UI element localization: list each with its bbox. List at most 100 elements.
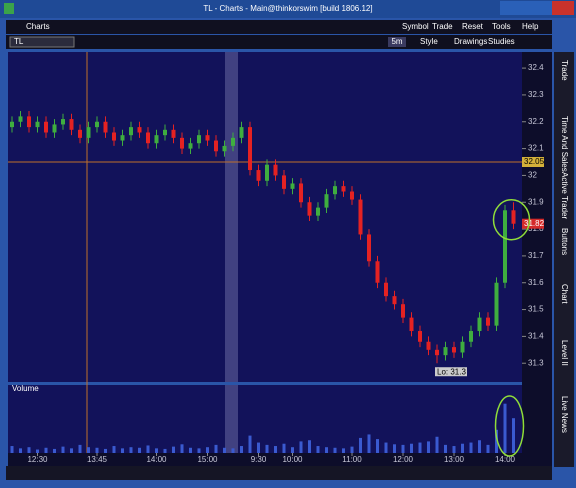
candle-body <box>146 132 150 144</box>
side-tab[interactable]: Trade <box>560 60 569 81</box>
candle-body <box>44 121 48 133</box>
candle-body <box>307 202 312 216</box>
tab[interactable]: Charts <box>26 22 50 31</box>
candle-body <box>197 135 201 144</box>
volume-bar <box>95 447 99 453</box>
side-tab[interactable]: Level II <box>560 340 569 366</box>
volume-bar <box>44 447 48 453</box>
menu-item[interactable]: Trade <box>432 22 453 31</box>
volume-bar <box>367 434 371 453</box>
candle-body <box>112 132 116 141</box>
candle-body <box>256 170 261 181</box>
volume-bar <box>308 440 311 453</box>
symbol-box[interactable] <box>9 36 75 48</box>
volume-bar <box>376 439 379 453</box>
candle-body <box>367 234 371 262</box>
volume-bar <box>401 444 405 453</box>
volume-bar <box>214 444 218 453</box>
candle-body <box>180 137 184 149</box>
candle-body <box>69 119 74 130</box>
volume-bar <box>27 447 31 453</box>
highlight-circle <box>494 395 525 457</box>
toolbar <box>6 35 552 49</box>
candle-body <box>129 127 133 136</box>
volume-bar <box>231 448 235 453</box>
low-tag <box>435 367 467 377</box>
candle-body <box>316 207 320 216</box>
x-tick-label: 12:30 <box>27 455 48 464</box>
minimize[interactable] <box>500 1 526 15</box>
volume-bar <box>427 441 430 453</box>
x-tick-label: 13:45 <box>87 455 108 464</box>
volume-bar <box>299 441 303 453</box>
candle-body <box>18 116 23 122</box>
candle-body <box>120 135 125 141</box>
toolbar-button[interactable]: Studies <box>488 37 515 46</box>
volume-bar <box>155 448 158 453</box>
last-price-tag <box>522 218 544 229</box>
volume-bar <box>282 443 286 453</box>
volume-bar <box>393 444 396 453</box>
candle-body <box>375 261 380 283</box>
side-tab[interactable]: Active Trader <box>560 172 569 219</box>
menu-item[interactable]: Help <box>522 22 539 31</box>
close[interactable] <box>552 1 574 15</box>
x-tick-label: 9:30 <box>251 455 267 464</box>
highlight-circle <box>492 198 531 241</box>
menu-item[interactable]: Tools <box>492 22 511 31</box>
candle-body <box>426 341 431 350</box>
volume-bar <box>87 447 90 453</box>
session-break <box>225 52 238 382</box>
candle-body <box>469 331 473 342</box>
time-axis <box>8 453 522 466</box>
volume-bar <box>512 418 515 453</box>
side-tab[interactable]: Buttons <box>560 228 569 255</box>
toolbar-button[interactable]: Style <box>420 37 438 46</box>
candle-body <box>282 175 286 189</box>
volume-bar <box>129 447 133 453</box>
candle-body <box>154 135 159 144</box>
candle-body <box>392 296 397 305</box>
volume-bar <box>461 443 464 453</box>
y-tick-label: 31.9 <box>528 197 544 206</box>
volume-title: Volume <box>12 384 39 393</box>
x-tick-label: 14:00 <box>495 455 516 464</box>
candle-body <box>273 164 278 176</box>
toolbar-button[interactable]: Drawings <box>454 37 487 46</box>
maximize[interactable] <box>526 1 552 15</box>
x-tick-label: 12:00 <box>393 455 414 464</box>
candle-body <box>290 183 295 189</box>
y-tick-label: 32.4 <box>528 63 544 72</box>
price-pane <box>8 52 522 382</box>
volume-bar <box>291 447 294 453</box>
side-tab[interactable]: Chart <box>560 284 569 304</box>
candle-body <box>137 127 142 133</box>
x-tick-label: 13:00 <box>444 455 465 464</box>
menu-item[interactable]: Reset <box>462 22 484 31</box>
volume-bar <box>350 446 354 453</box>
candle-body <box>486 317 490 326</box>
candle-body <box>511 210 516 224</box>
side-tab[interactable]: Live News <box>560 396 569 433</box>
volume-bar <box>316 446 320 453</box>
candle-body <box>324 194 329 208</box>
candle-body <box>231 137 235 146</box>
volume-bar <box>70 448 73 453</box>
candle-body <box>299 183 303 203</box>
candle-body <box>52 124 57 133</box>
y-tick-label: 32.1 <box>528 144 544 153</box>
side-tab[interactable]: Time And Sales <box>560 116 569 172</box>
volume-bar <box>180 444 184 453</box>
period-box[interactable] <box>388 37 406 47</box>
candle-body <box>452 347 456 353</box>
last-price-label: 31.82 <box>524 219 545 228</box>
volume-bar <box>163 448 167 453</box>
menu-item[interactable]: Symbol <box>402 22 429 31</box>
candle-body <box>205 135 210 141</box>
candle-body <box>418 331 422 342</box>
y-tick-label: 31.7 <box>528 251 544 260</box>
title-bar <box>0 0 576 18</box>
volume-bar <box>444 444 447 453</box>
volume-bar <box>359 437 362 453</box>
candle-body <box>460 341 465 353</box>
